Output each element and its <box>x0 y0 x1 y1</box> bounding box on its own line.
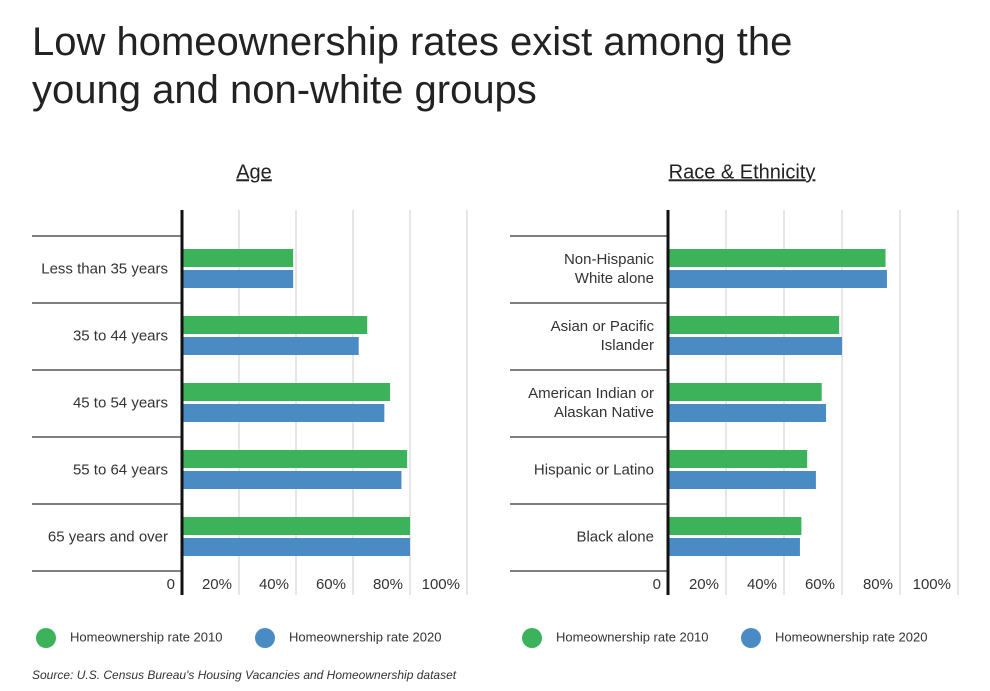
legend-swatch <box>741 628 761 648</box>
bar <box>668 404 827 422</box>
source-note: Source: U.S. Census Bureau's Housing Vac… <box>32 668 457 682</box>
category-label: 35 to 44 years <box>73 327 168 344</box>
x-tick-label: 80% <box>373 576 403 593</box>
bar <box>668 450 808 468</box>
category-label: American Indian or Alaskan Native <box>528 385 654 421</box>
x-tick-label: 0 <box>167 576 175 593</box>
bar <box>668 249 886 267</box>
category-label: 65 years and over <box>48 528 168 545</box>
x-tick-label: 40% <box>747 576 777 593</box>
x-tick-label: 60% <box>805 576 835 593</box>
x-tick-label: 20% <box>689 576 719 593</box>
category-label: Non-Hispanic White alone <box>564 251 655 287</box>
panel-title: Race & Ethnicity <box>669 161 816 183</box>
x-tick-label: 100% <box>913 576 951 593</box>
legend-swatch <box>255 628 275 648</box>
bar <box>668 538 800 556</box>
category-label: Less than 35 years <box>41 260 168 277</box>
bar <box>182 337 359 355</box>
bar <box>182 517 410 535</box>
bar <box>668 316 840 334</box>
bar <box>182 316 368 334</box>
x-tick-label: 20% <box>202 576 232 593</box>
category-label: Asian or Pacific Islander <box>551 318 655 354</box>
category-label: 55 to 64 years <box>73 461 168 478</box>
legend-swatch <box>522 628 542 648</box>
category-label: 45 to 54 years <box>73 394 168 411</box>
category-label: Black alone <box>576 528 654 545</box>
legend-label: Homeownership rate 2020 <box>289 629 441 644</box>
panel-title: Age <box>236 161 272 183</box>
bar <box>668 337 842 355</box>
x-tick-label: 40% <box>259 576 289 593</box>
bar <box>668 517 802 535</box>
bar <box>182 270 294 288</box>
legend-label: Homeownership rate 2010 <box>70 629 222 644</box>
legend-label: Homeownership rate 2010 <box>556 629 708 644</box>
legend-swatch <box>36 628 56 648</box>
category-label: Hispanic or Latino <box>534 461 654 478</box>
bar <box>182 471 402 489</box>
bar <box>668 383 822 401</box>
bar <box>182 450 408 468</box>
legend-label: Homeownership rate 2020 <box>775 629 927 644</box>
x-tick-label: 80% <box>863 576 893 593</box>
bar <box>182 404 385 422</box>
page-title: Low homeownership rates exist among the … <box>32 20 793 112</box>
bar <box>668 270 887 288</box>
x-tick-label: 0 <box>653 576 661 593</box>
bar <box>668 471 816 489</box>
bar <box>182 538 410 556</box>
x-tick-label: 60% <box>316 576 346 593</box>
x-tick-label: 100% <box>422 576 460 593</box>
bar <box>182 383 391 401</box>
bar <box>182 249 294 267</box>
